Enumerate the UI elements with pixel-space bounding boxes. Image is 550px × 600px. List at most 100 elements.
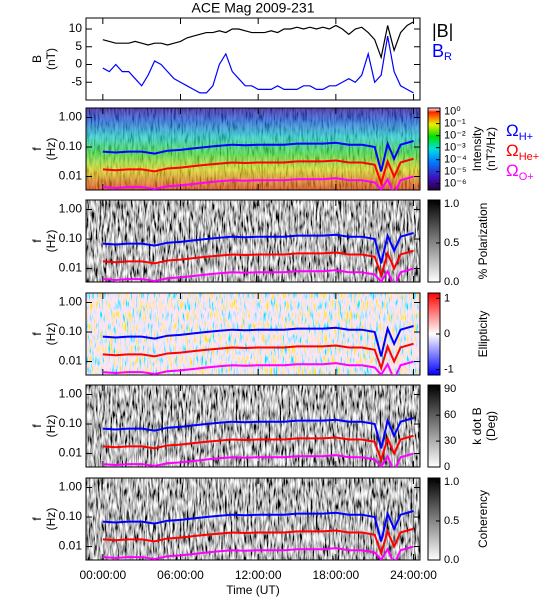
series-line bbox=[102, 417, 414, 449]
series-line bbox=[102, 35, 414, 94]
legend-entry: ΩH+ bbox=[506, 121, 533, 142]
y-axis-title: (Hz) bbox=[44, 138, 58, 161]
spectrogram-texture bbox=[86, 108, 420, 190]
x-tick-label: 00:00:00 bbox=[79, 568, 126, 582]
y-tick-label: 1.00 bbox=[59, 295, 83, 309]
series-line bbox=[102, 21, 414, 60]
legend-entry: |B| bbox=[432, 21, 453, 41]
y-axis-title: f bbox=[30, 517, 44, 521]
y-tick-label: 1.00 bbox=[59, 202, 83, 216]
series-line bbox=[102, 527, 414, 557]
y-axis-title: B bbox=[30, 55, 44, 63]
spectrogram-image bbox=[86, 478, 420, 560]
plot-frame bbox=[85, 477, 421, 561]
y-tick-label: 10 bbox=[69, 21, 83, 35]
colorbar-tick-label: 0.0 bbox=[444, 554, 459, 566]
y-tick-label: -5 bbox=[71, 74, 82, 88]
colorbar-tick-label: 10⁻⁵ bbox=[444, 166, 467, 178]
legend-subscript: O+ bbox=[519, 171, 534, 183]
series-line bbox=[102, 510, 414, 542]
y-axis-title: f bbox=[30, 424, 44, 428]
colorbar-tick-label: 90 bbox=[444, 383, 456, 395]
spectrogram-image bbox=[86, 385, 420, 467]
series-line bbox=[102, 325, 414, 357]
x-axis-title: Time (UT) bbox=[226, 583, 280, 597]
colorbar-tick-label: 10⁻¹ bbox=[444, 118, 466, 130]
colorbar-title: Intensity bbox=[470, 127, 484, 172]
colorbar-tick-label: 60 bbox=[444, 409, 456, 421]
plot-frame bbox=[85, 384, 421, 468]
series-line bbox=[102, 249, 414, 279]
colorbar bbox=[427, 107, 441, 191]
colorbar-tick-label: 0 bbox=[444, 461, 450, 473]
legend-entry: ΩO+ bbox=[506, 161, 534, 182]
x-tick-label: 24:00:00 bbox=[390, 568, 437, 582]
series-group bbox=[102, 417, 414, 467]
colorbar-title: (Deg) bbox=[484, 411, 498, 441]
y-tick-label: 0.10 bbox=[59, 139, 83, 153]
y-axis-title: (nT) bbox=[44, 48, 58, 70]
y-tick-label: 0.01 bbox=[59, 539, 83, 553]
colorbar-tick-label: 30 bbox=[444, 435, 456, 447]
y-axis-title: f bbox=[30, 147, 44, 151]
series-line bbox=[102, 434, 414, 464]
y-tick-label: 0.01 bbox=[59, 169, 83, 183]
legend-name: Ω bbox=[506, 121, 519, 140]
spectrogram-image bbox=[86, 293, 420, 375]
legend-entry: ΩHe+ bbox=[506, 141, 539, 162]
colorbar-title: k dot B bbox=[470, 407, 484, 444]
legend-subscript: He+ bbox=[519, 151, 540, 163]
plot-frame bbox=[85, 292, 421, 376]
colorbar-title: Ellipticity bbox=[476, 311, 490, 358]
series-group bbox=[102, 232, 414, 282]
series-group bbox=[102, 21, 414, 94]
x-tick-label: 12:00:00 bbox=[235, 568, 282, 582]
y-tick-label: 0.10 bbox=[59, 416, 83, 430]
y-axis-title: f bbox=[30, 239, 44, 243]
spectrogram-image bbox=[86, 200, 420, 282]
y-axis-title: (Hz) bbox=[44, 508, 58, 531]
legend-name: Ω bbox=[506, 141, 519, 160]
series-group bbox=[102, 325, 414, 375]
y-axis-title: (Hz) bbox=[44, 415, 58, 438]
colorbar-tick-label: 0.0 bbox=[444, 276, 459, 288]
colorbar-tick-label: 10⁻² bbox=[444, 130, 466, 142]
series-line bbox=[102, 232, 414, 264]
plot-frame bbox=[85, 107, 421, 191]
series-line bbox=[102, 175, 414, 190]
colorbar-tick-label: 0.5 bbox=[444, 515, 459, 527]
legend-name: Ω bbox=[506, 161, 519, 180]
colorbar-tick-label: 10⁻³ bbox=[444, 142, 466, 154]
colorbar-tick-label: 10⁻⁶ bbox=[444, 178, 467, 190]
y-tick-label: 1.00 bbox=[59, 480, 83, 494]
colorbar-tick-label: -1 bbox=[444, 364, 454, 376]
series-line bbox=[102, 267, 414, 282]
series-line bbox=[102, 360, 414, 375]
y-tick-label: 0.01 bbox=[59, 354, 83, 368]
colorbar-title: % Polarization bbox=[476, 203, 490, 280]
y-tick-label: 5 bbox=[75, 39, 82, 53]
series-line bbox=[102, 452, 414, 467]
colorbar-tick-label: 1 bbox=[444, 292, 450, 304]
y-tick-label: 1.00 bbox=[59, 110, 83, 124]
colorbar bbox=[427, 384, 441, 468]
series-line bbox=[102, 342, 414, 372]
y-tick-label: 0.01 bbox=[59, 446, 83, 460]
legend-subscript: H+ bbox=[519, 131, 533, 143]
y-tick-label: 0 bbox=[75, 57, 82, 71]
legend-subscript: R bbox=[444, 51, 452, 63]
series-line bbox=[102, 157, 414, 187]
y-tick-label: 0.10 bbox=[59, 231, 83, 245]
colorbar bbox=[427, 477, 441, 561]
legend-entry: BR bbox=[432, 41, 452, 63]
colorbar-tick-label: 1.0 bbox=[444, 198, 459, 210]
series-line bbox=[102, 545, 414, 560]
colorbar-tick-label: 10⁻⁴ bbox=[444, 154, 467, 166]
y-axis-title: (Hz) bbox=[44, 323, 58, 346]
colorbar-tick-label: 0.5 bbox=[444, 237, 459, 249]
y-tick-label: 0.10 bbox=[59, 509, 83, 523]
chart-title: ACE Mag 2009-231 bbox=[192, 0, 315, 16]
colorbar-tick-label: 1.0 bbox=[444, 476, 459, 488]
plot-frame bbox=[85, 199, 421, 283]
